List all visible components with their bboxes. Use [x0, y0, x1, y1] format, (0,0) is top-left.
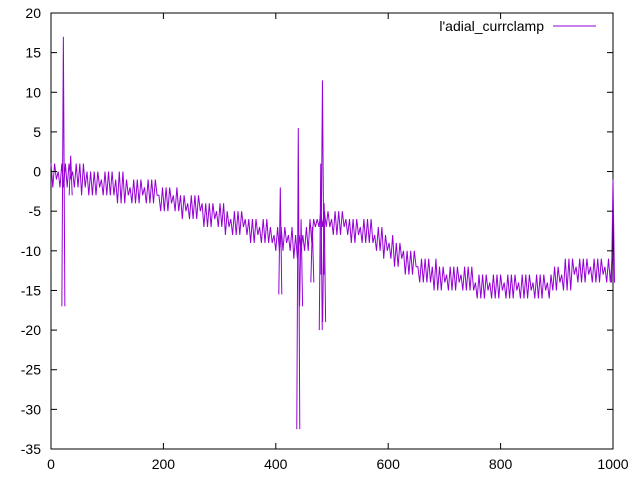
series-spike	[299, 219, 304, 307]
y-tick-label: -5	[29, 203, 42, 219]
y-tick-label: -35	[21, 441, 41, 457]
x-tick-label: 400	[264, 456, 288, 472]
y-tick-label: 10	[25, 84, 41, 100]
series-spike	[310, 227, 315, 283]
x-tick-label: 200	[152, 456, 176, 472]
y-tick-label: 15	[25, 45, 41, 61]
plot-area	[50, 12, 614, 450]
series-spike	[318, 163, 323, 331]
legend: l'adial_currclamp	[439, 18, 596, 34]
axes-layer: 0 200 400 600 800 1000 -35 -30 -25 -20 -15 -10 -5 0 5 1…	[21, 5, 629, 472]
x-tick-label: 800	[489, 456, 513, 472]
y-tick-label: -10	[21, 243, 41, 259]
series-spike	[322, 203, 327, 323]
y-tick-label: 5	[33, 124, 41, 140]
y-tick-label: -20	[21, 322, 41, 338]
series-spike	[61, 36, 66, 307]
data-layer	[50, 36, 615, 430]
x-tick-label: 0	[47, 456, 55, 472]
plot-border	[50, 12, 614, 450]
x-tick-label: 600	[377, 456, 401, 472]
x-tick-label: 1000	[597, 456, 628, 472]
series-spike	[278, 187, 283, 295]
y-tick-label: -30	[21, 401, 41, 417]
y-tick-label: 0	[33, 164, 41, 180]
series-line-0	[50, 163, 613, 299]
series-spike	[296, 127, 301, 430]
legend-label-series-0: l'adial_currclamp	[439, 18, 544, 34]
y-tick-label: 20	[25, 5, 41, 21]
y-tick-label: -25	[21, 362, 41, 378]
series-spike	[68, 155, 73, 196]
series-spike	[320, 80, 325, 275]
y-tick-label: -15	[21, 282, 41, 298]
series-spike	[611, 179, 615, 283]
